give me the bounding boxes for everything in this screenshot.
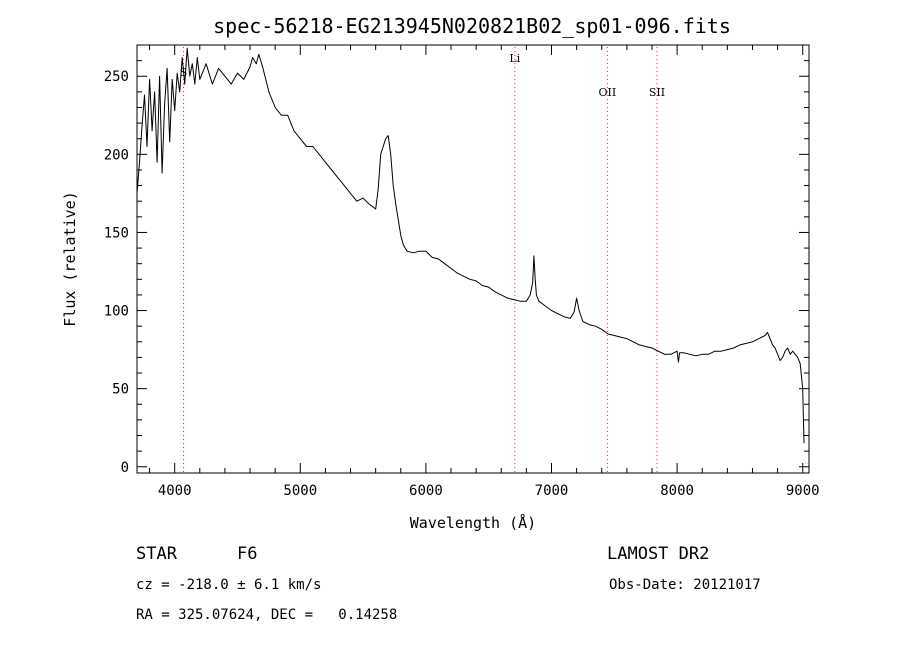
y-tick-label: 100 bbox=[104, 304, 129, 320]
x-tick-label: 5000 bbox=[283, 483, 317, 499]
y-axis-label: Flux (relative) bbox=[61, 191, 79, 326]
x-tick-label: 7000 bbox=[535, 483, 569, 499]
y-tick-label: 150 bbox=[104, 225, 129, 241]
x-tick-label: 6000 bbox=[409, 483, 443, 499]
y-tick-label: 250 bbox=[104, 69, 129, 85]
line-label-li: Li bbox=[509, 52, 520, 65]
y-tick-labels: 0 50 100 150 200 250 bbox=[104, 69, 129, 476]
object-class: STAR bbox=[136, 544, 178, 564]
plot-frame bbox=[136, 44, 810, 474]
y-tick-label: 200 bbox=[104, 147, 129, 163]
chart-title: spec-56218-EG213945N020821B02_sp01-096.f… bbox=[213, 14, 731, 38]
line-label-oii: OII bbox=[599, 86, 617, 99]
coordinates: RA = 325.07624, DEC = 0.14258 bbox=[136, 607, 397, 623]
data-release: LAMOST DR2 bbox=[607, 544, 709, 564]
spectral-subclass: F6 bbox=[237, 544, 257, 564]
redshift-velocity: cz = -218.0 ± 6.1 km/s bbox=[136, 577, 321, 593]
x-tick-label: 8000 bbox=[660, 483, 694, 499]
x-tick-label: 9000 bbox=[786, 483, 820, 499]
x-tick-label: 4000 bbox=[158, 483, 192, 499]
spectrum-series-line bbox=[136, 47, 805, 444]
axis-ticks bbox=[137, 45, 809, 473]
line-label-sii: SII bbox=[649, 86, 665, 99]
observation-date: Obs-Date: 20121017 bbox=[609, 577, 761, 593]
y-tick-label: 50 bbox=[112, 382, 129, 398]
x-axis-label: Wavelength (Å) bbox=[410, 513, 536, 532]
x-tick-labels: 4000 5000 6000 7000 8000 9000 bbox=[158, 483, 820, 499]
y-tick-label: 0 bbox=[121, 460, 129, 476]
